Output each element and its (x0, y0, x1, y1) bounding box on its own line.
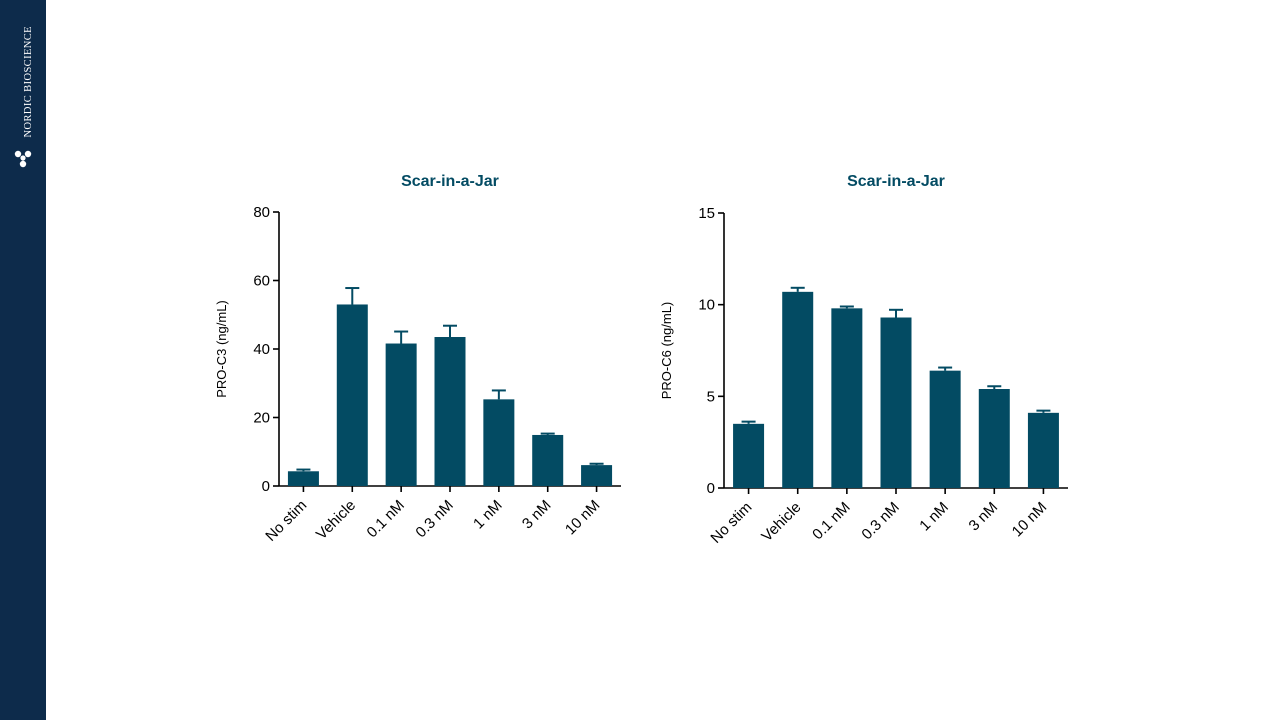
bar (880, 317, 912, 488)
x-tick-label: No stim (262, 497, 310, 545)
y-tick-label: 5 (707, 388, 715, 405)
bar (532, 434, 564, 486)
bar (434, 337, 466, 486)
chart-title: Scar-in-a-Jar (847, 173, 945, 190)
y-tick-label: 15 (698, 205, 715, 222)
x-tick-label: 3 nM (966, 499, 1002, 535)
sidebar: NORDIC BIOSCIENCE (0, 0, 46, 720)
x-tick-label: 0.3 nM (412, 497, 456, 541)
x-tick-label: No stim (707, 499, 755, 547)
molecule-cluster-icon (14, 150, 32, 168)
x-tick-label: 0.1 nM (364, 497, 408, 541)
chart-1: Scar-in-a-Jar PRO-C3 (ng/mL) 0 20 40 60 80 No s… (214, 173, 621, 545)
x-tick-label: 10 nM (562, 497, 604, 539)
bar (929, 370, 961, 488)
y-tick-label: 80 (253, 204, 270, 221)
y-axis-label: PRO-C6 (ng/mL) (659, 302, 674, 400)
y-tick-label: 0 (262, 478, 270, 495)
x-tick-label: 1 nM (470, 497, 506, 533)
bar (287, 471, 319, 486)
x-tick-label: 10 nM (1009, 499, 1051, 541)
bar (581, 465, 613, 486)
x-tick-label: Vehicle (313, 497, 359, 543)
y-tick-label: 10 (698, 297, 715, 314)
bar (733, 423, 765, 488)
x-tick-label: 0.3 nM (858, 499, 902, 543)
bar (385, 343, 417, 486)
y-tick-label: 40 (253, 341, 270, 358)
chart-title: Scar-in-a-Jar (401, 173, 499, 190)
y-axis-label: PRO-C3 (ng/mL) (214, 300, 229, 398)
y-tick-label: 20 (253, 410, 270, 427)
y-tick-label: 0 (707, 480, 715, 497)
bar (1027, 412, 1059, 488)
x-tick-label: 3 nM (519, 497, 555, 533)
x-tick-label: Vehicle (758, 499, 804, 545)
x-tick-label: 1 nM (916, 499, 952, 535)
x-tick-label: 0.1 nM (809, 499, 853, 543)
bar (336, 304, 368, 486)
bar (978, 389, 1010, 488)
bar (483, 399, 515, 486)
bar (782, 291, 814, 488)
y-tick-label: 60 (253, 273, 270, 290)
bar (831, 308, 863, 488)
chart-2: Scar-in-a-Jar PRO-C6 (ng/mL) 0 5 10 15 No stim… (659, 173, 1068, 547)
